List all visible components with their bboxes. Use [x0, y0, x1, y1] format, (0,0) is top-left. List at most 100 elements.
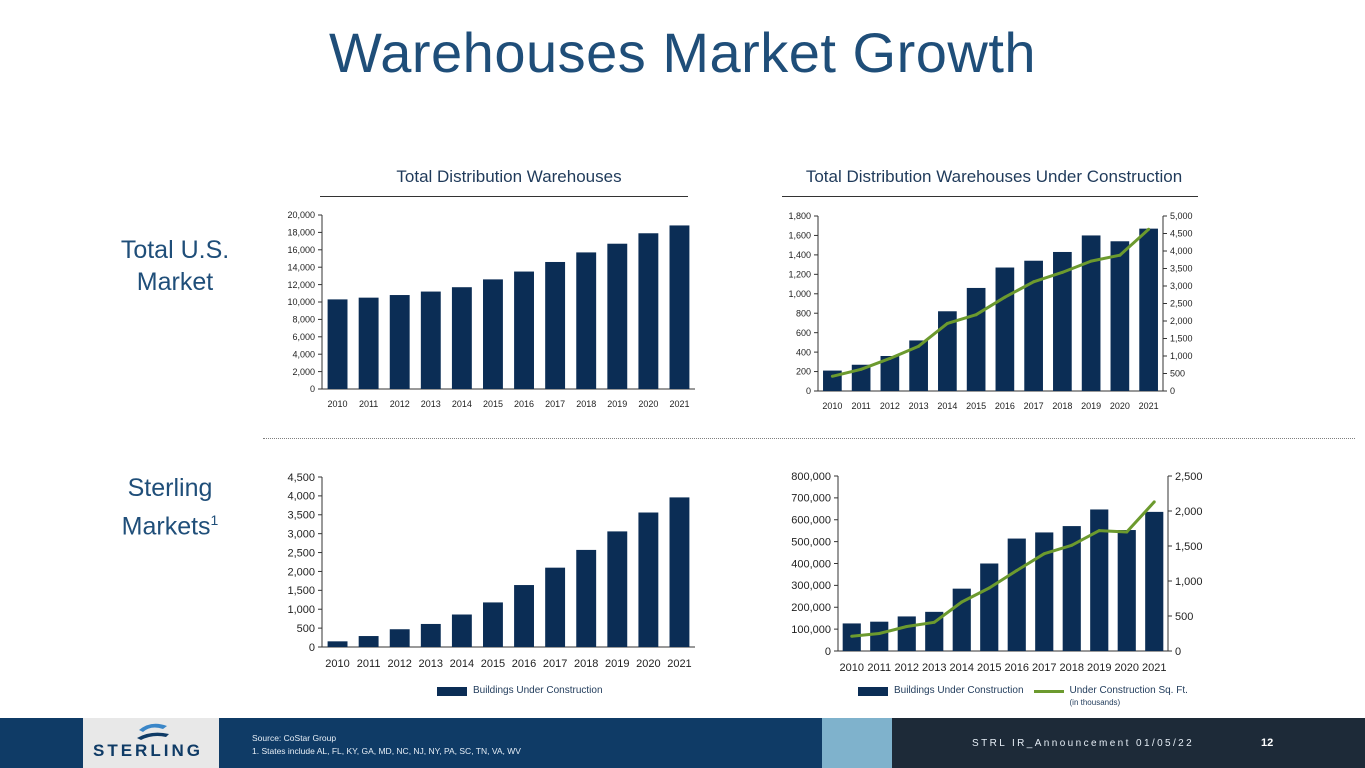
row-label-sterling-line1: Sterling: [127, 474, 213, 502]
y-tick-label: 600,000: [791, 515, 831, 527]
x-tick-label: 2012: [390, 399, 410, 409]
y2-tick-label: 4,500: [1170, 229, 1193, 239]
line-point-2020: [1125, 530, 1129, 534]
row-label-us-line2: Market: [136, 268, 214, 296]
line-point-2020: [1118, 253, 1122, 257]
y-tick-label: 800: [796, 308, 811, 318]
y2-tick-label: 0: [1175, 646, 1181, 658]
line-point-2010: [850, 634, 854, 638]
bar-2020: [638, 233, 659, 389]
x-tick-label: 2018: [576, 399, 596, 409]
y2-tick-label: 1,500: [1175, 541, 1203, 553]
bar-2011: [358, 636, 379, 647]
x-tick-label: 2015: [483, 399, 503, 409]
bar-2015: [966, 287, 986, 391]
chart-us-total: 0 2,000 4,000 6,000 8,000 10,000 12,000 14,000 1…: [287, 210, 695, 409]
x-tick-label: 2014: [450, 658, 474, 670]
bar-2019: [607, 531, 628, 647]
x-tick-label: 2015: [966, 401, 986, 411]
line-point-2016: [1003, 295, 1007, 299]
x-tick-label: 2010: [325, 658, 349, 670]
page-title: Warehouses Market Growth: [328, 21, 1037, 84]
x-tick-label: 2020: [1115, 662, 1139, 674]
x-tick-label: 2020: [638, 399, 658, 409]
bar-2018: [576, 549, 597, 647]
y-tick-label: 4,000: [287, 491, 315, 503]
y-tick-label: 2,000: [292, 367, 315, 377]
y-tick-label: 3,500: [287, 510, 315, 522]
y-tick-label: 200,000: [791, 602, 831, 614]
chart-sterling-construction: 0 100,000 200,000 300,000 400,000 500,000 600,…: [791, 471, 1203, 674]
bar-2016: [1007, 538, 1026, 651]
bar-2019: [1090, 509, 1109, 651]
row-label-sterling-footnote: 1: [210, 512, 219, 528]
y-tick-label: 1,800: [788, 211, 811, 221]
footer-logo-text: STERLING: [93, 741, 203, 760]
footer-footnote-line: 1. States include AL, FL, KY, GA, MD, NC…: [252, 746, 521, 756]
section-divider: [263, 438, 1355, 439]
line-point-2015: [987, 586, 991, 590]
x-tick-label: 2014: [937, 401, 957, 411]
y-tick-label: 2,000: [287, 566, 315, 578]
bar-2020: [638, 512, 659, 647]
x-tick-label: 2011: [851, 401, 870, 411]
y-tick-label: 400: [796, 347, 811, 357]
bar-2016: [995, 267, 1015, 391]
y-tick-label: 14,000: [287, 262, 315, 272]
y-tick-label: 1,000: [287, 604, 315, 616]
y2-tick-label: 1,000: [1170, 351, 1193, 361]
y-tick-label: 0: [825, 646, 831, 658]
bar-2018: [1062, 526, 1081, 651]
bar-2010: [327, 641, 348, 647]
y2-tick-label: 2,500: [1175, 471, 1203, 483]
line-point-2012: [888, 356, 892, 360]
bar-2012: [389, 629, 410, 647]
page-number: 12: [1261, 737, 1274, 749]
y-tick-label: 18,000: [287, 228, 315, 238]
x-tick-label: 2017: [1024, 401, 1044, 411]
y-tick-label: 1,000: [788, 289, 811, 299]
legend-right-line-text: Under Construction Sq. Ft.: [1069, 685, 1188, 696]
bar-2011: [870, 621, 889, 651]
y-tick-label: 16,000: [287, 245, 315, 255]
x-tick-label: 2018: [1060, 662, 1084, 674]
x-tick-label: 2017: [545, 399, 565, 409]
line-point-2011: [859, 367, 863, 371]
legend-left: Buildings Under Construction: [437, 685, 603, 696]
x-tick-label: 2019: [607, 399, 627, 409]
chart-us-construction: 0 200 400 600 800 1,000 1,200 1,400 1,600 1,800 0 5…: [788, 211, 1193, 411]
bar-2011: [358, 297, 379, 389]
y2-tick-label: 2,500: [1170, 299, 1193, 309]
bar-2021: [1139, 228, 1158, 391]
x-tick-label: 2016: [514, 399, 534, 409]
y-tick-label: 20,000: [287, 210, 315, 220]
row-label-sterling: Sterling Markets1: [95, 472, 245, 542]
chart-title-total-underline: [320, 196, 688, 197]
y2-tick-label: 3,000: [1170, 281, 1193, 291]
x-tick-label: 2013: [421, 399, 441, 409]
y-tick-label: 100,000: [791, 624, 831, 636]
y-tick-label: 500,000: [791, 536, 831, 548]
y2-tick-label: 2,000: [1170, 316, 1193, 326]
bar-2017: [545, 567, 566, 647]
bar-2013: [420, 623, 441, 647]
bar-2013: [420, 291, 441, 389]
x-tick-label: 2012: [880, 401, 900, 411]
y-tick-label: 1,500: [287, 585, 315, 597]
footer-source-line: Source: CoStar Group: [252, 733, 337, 743]
y-tick-label: 10,000: [287, 297, 315, 307]
line-point-2011: [877, 632, 881, 635]
row-label-sterling-line2: Markets: [121, 512, 211, 541]
x-tick-label: 2021: [1142, 662, 1166, 674]
legend-bar-swatch: [858, 687, 888, 696]
legend-right: Buildings Under Construction Under Const…: [858, 685, 1188, 707]
line-point-2021: [1152, 500, 1156, 504]
x-tick-label: 2015: [977, 662, 1001, 674]
line-point-2019: [1089, 259, 1093, 263]
y-tick-label: 600: [796, 328, 811, 338]
line-point-2014: [945, 321, 949, 325]
legend-right-bar-label: Buildings Under Construction: [894, 685, 1024, 696]
line-point-2019: [1097, 529, 1101, 533]
line-point-2012: [905, 625, 909, 628]
footer-dark-panel: [892, 718, 1365, 768]
